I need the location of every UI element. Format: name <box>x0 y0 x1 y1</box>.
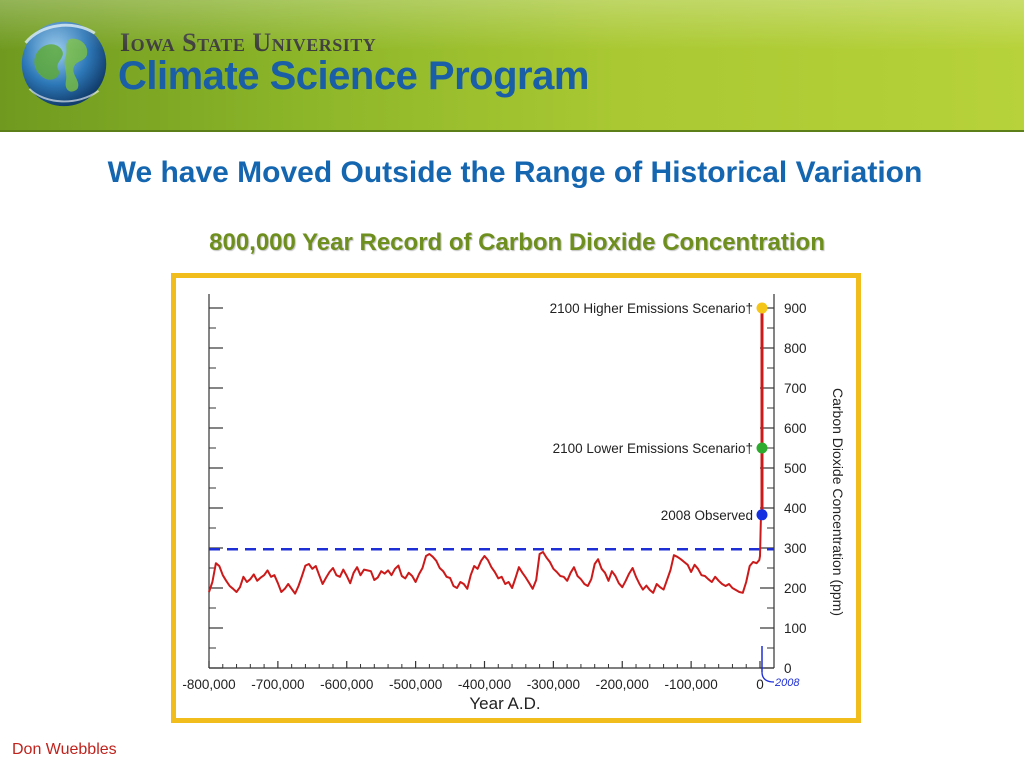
co2-series-line <box>208 513 762 595</box>
x-axis-ticks: -800,000 -700,000 -600,000 -500,000 -400,000… <box>182 661 764 692</box>
higher-scenario-point <box>756 302 768 314</box>
chart-frame: -800,000 -700,000 -600,000 -500,000 -400,000… <box>171 273 861 723</box>
x-tick-label: -700,000 <box>251 677 304 692</box>
y-tick-label: 800 <box>784 341 807 356</box>
y-tick-label: 0 <box>784 661 792 676</box>
y-tick-label: 300 <box>784 541 807 556</box>
y-axis-label: Carbon Dioxide Concentration (ppm) <box>830 388 846 616</box>
y-tick-label: 200 <box>784 581 807 596</box>
author-credit: Don Wuebbles <box>12 741 117 758</box>
y-tick-label: 500 <box>784 461 807 476</box>
x-axis-label: Year A.D. <box>469 694 540 713</box>
x-tick-label: -800,000 <box>182 677 235 692</box>
y-axis-ticks: 0 100 200 300 400 500 600 700 800 900 <box>209 301 807 676</box>
scenario-label: 2008 Observed <box>661 508 753 523</box>
scenario-label: 2100 Higher Emissions Scenario† <box>550 301 753 316</box>
x-tick-label: -100,000 <box>664 677 717 692</box>
y-tick-label: 600 <box>784 421 807 436</box>
globe-leaf-logo-icon <box>21 21 107 107</box>
y-tick-label: 400 <box>784 501 807 516</box>
year-2008-label: 2008 <box>774 677 800 689</box>
x-tick-label: 0 <box>756 677 764 692</box>
year-2008-marker: 2008 <box>761 646 800 689</box>
scenario-label: 2100 Lower Emissions Scenario† <box>553 441 753 456</box>
chart-title: 800,000 Year Record of Carbon Dioxide Co… <box>209 229 825 256</box>
scenario-annotations: 2100 Higher Emissions Scenario† 2100 Lowe… <box>550 301 768 523</box>
y-tick-label: 700 <box>784 381 807 396</box>
header-banner: Iowa State University Climate Science Pr… <box>0 0 1024 132</box>
chart-axes <box>208 294 775 669</box>
x-tick-label: -500,000 <box>389 677 442 692</box>
x-tick-label: -400,000 <box>458 677 511 692</box>
y-tick-label: 900 <box>784 301 807 316</box>
co2-chart: -800,000 -700,000 -600,000 -500,000 -400,000… <box>182 294 846 713</box>
lower-scenario-point <box>756 442 768 454</box>
year-2008-pointer <box>761 671 775 683</box>
x-tick-label: -200,000 <box>596 677 649 692</box>
y-tick-label: 100 <box>784 621 807 636</box>
x-tick-label: -600,000 <box>320 677 373 692</box>
observed-2008-point <box>756 509 768 521</box>
slide-title: We have Moved Outside the Range of Histo… <box>107 156 923 189</box>
x-tick-label: -300,000 <box>527 677 580 692</box>
program-name: Climate Science Program <box>118 54 589 98</box>
